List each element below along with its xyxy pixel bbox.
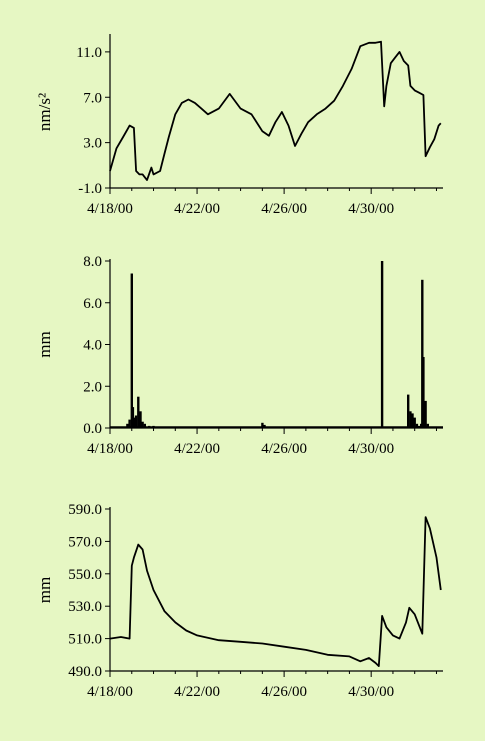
y-tick-label: 2.0 xyxy=(83,379,102,395)
y-axis-label: mm xyxy=(35,331,54,357)
rain-bar xyxy=(411,413,414,428)
x-tick-label: 4/26/00 xyxy=(261,684,307,700)
y-tick-label: 570.0 xyxy=(68,534,102,550)
rain-bar xyxy=(139,411,142,428)
y-tick-label: 490.0 xyxy=(68,664,102,680)
y-axis-label: nm/s² xyxy=(35,93,54,131)
y-tick-label: 11.0 xyxy=(76,45,102,61)
x-tick-label: 4/22/00 xyxy=(174,684,220,700)
x-tick-label: 4/30/00 xyxy=(348,201,394,217)
rain-bar xyxy=(141,421,144,428)
rain-bar xyxy=(424,400,427,428)
y-tick-label: 6.0 xyxy=(83,296,102,312)
y-tick-label: -1.0 xyxy=(78,181,102,197)
rain-bar xyxy=(143,423,146,428)
rain-bar xyxy=(137,396,140,428)
rain-bar xyxy=(126,423,129,428)
rain-bar xyxy=(134,415,138,428)
rain-bar xyxy=(132,417,136,428)
x-tick-label: 4/26/00 xyxy=(261,201,307,217)
rain-bar xyxy=(380,261,384,428)
y-tick-label: 0.0 xyxy=(83,421,102,437)
rain-bar xyxy=(415,423,419,428)
series-line xyxy=(109,516,442,667)
y-tick-label: 590.0 xyxy=(68,502,102,518)
x-tick-label: 4/22/00 xyxy=(174,441,220,457)
x-tick-label: 4/18/00 xyxy=(87,684,133,700)
y-axis-label: mm xyxy=(35,577,54,603)
rain-bar xyxy=(131,407,135,428)
rain-bar xyxy=(407,394,410,428)
rain-bar xyxy=(413,417,416,428)
rain-bar xyxy=(426,423,429,428)
y-tick-label: 510.0 xyxy=(68,632,102,648)
rainfall-panel: 0.0 2.0 4.0 6.0 8.0 4/18/00 4/22/00 4/26/00 4/30… xyxy=(35,254,443,457)
acceleration-panel: -1.0 3.0 7.0 11.0 4/18/00 4/22/00 4/26/00 4/30/… xyxy=(35,34,443,217)
series-line xyxy=(109,40,442,182)
y-tick-label: 3.0 xyxy=(83,136,102,152)
rain-bar xyxy=(422,357,425,428)
rain-bar xyxy=(130,273,133,428)
y-tick-label: 8.0 xyxy=(83,254,102,270)
y-tick-label: 530.0 xyxy=(68,599,102,615)
rain-bar xyxy=(261,422,264,428)
x-tick-label: 4/22/00 xyxy=(174,201,220,217)
rain-bar xyxy=(421,279,424,428)
y-tick-label: 7.0 xyxy=(83,90,102,106)
rain-bar xyxy=(128,419,131,428)
x-tick-label: 4/18/00 xyxy=(87,441,133,457)
water-level-panel: 490.0 510.0 530.0 550.0 570.0 590.0 4/18/00 4/2… xyxy=(35,502,443,700)
rain-bar xyxy=(409,411,412,428)
x-tick-label: 4/18/00 xyxy=(87,201,133,217)
y-tick-label: 4.0 xyxy=(83,338,102,354)
x-tick-label: 4/30/00 xyxy=(348,684,394,700)
x-tick-label: 4/30/00 xyxy=(348,441,394,457)
y-tick-label: 550.0 xyxy=(68,567,102,583)
x-tick-label: 4/26/00 xyxy=(261,441,307,457)
